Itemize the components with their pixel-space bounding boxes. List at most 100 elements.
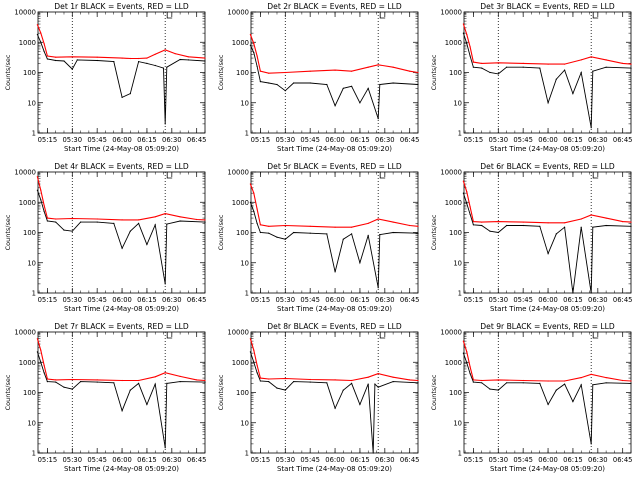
y-axis-label: Counts/sec <box>217 54 225 90</box>
x-tick-label: 06:45 <box>400 296 420 304</box>
events-point <box>276 387 278 389</box>
lld-point <box>392 221 394 223</box>
y-tick-label: 10 <box>453 419 462 427</box>
x-tick-label: 06:00 <box>112 296 132 304</box>
lld-point <box>409 70 411 72</box>
y-tick-label: 10000 <box>440 9 462 17</box>
x-tick-label: 06:30 <box>162 456 182 464</box>
events-series-line <box>249 45 419 119</box>
events-point <box>204 60 206 62</box>
lld-point <box>309 225 311 227</box>
x-tick-label: 06:30 <box>588 136 608 144</box>
events-point <box>46 381 49 383</box>
y-tick-label: 10000 <box>14 169 36 177</box>
events-point <box>605 66 607 68</box>
events-point <box>377 386 379 388</box>
lld-point <box>351 70 353 72</box>
y-tick-label: 100 <box>449 69 462 77</box>
events-point <box>154 64 156 67</box>
x-axis-label: Start Time (24-May-08 05:09:20) <box>277 305 392 313</box>
events-point <box>40 199 42 201</box>
y-tick-label: 10000 <box>227 329 249 337</box>
events-point <box>469 55 471 57</box>
events-point <box>80 221 82 223</box>
lld-point <box>249 183 251 185</box>
lld-point <box>630 221 632 223</box>
x-tick-label: 05:15 <box>38 136 58 144</box>
chart-svg: Det 5r BLACK = Events, RED = LLD 1 10 100 10… <box>217 162 420 313</box>
events-point <box>259 81 261 83</box>
lld-point <box>580 377 582 379</box>
y-tick-label: 1000 <box>445 199 462 207</box>
lld-point <box>417 71 419 74</box>
plot-frame <box>463 331 632 454</box>
events-point <box>129 389 131 391</box>
events-point <box>326 233 328 235</box>
lld-point <box>268 72 270 74</box>
events-point <box>630 382 632 384</box>
events-point <box>592 384 594 386</box>
events-point <box>572 93 574 95</box>
y-tick-label: 10 <box>453 99 462 107</box>
events-point <box>417 83 419 86</box>
events-point <box>276 236 278 238</box>
x-tick-label: 05:15 <box>464 296 484 304</box>
lld-point <box>46 378 49 380</box>
events-point <box>481 67 483 69</box>
lld-point <box>564 63 566 65</box>
lld-point <box>36 176 39 178</box>
events-point <box>392 381 394 383</box>
lld-point <box>590 373 592 375</box>
events-point <box>43 50 45 53</box>
events-point <box>377 287 379 289</box>
chart-title: Det 7r BLACK = Events, RED = LLD <box>54 322 189 331</box>
lld-point <box>71 378 73 381</box>
events-point <box>256 222 258 224</box>
plot-frame <box>37 171 206 294</box>
events-point <box>129 93 131 95</box>
events-point <box>522 382 524 384</box>
x-tick-label: 06:15 <box>350 456 370 464</box>
lld-point <box>40 189 42 191</box>
events-point <box>342 389 344 391</box>
events-point <box>466 362 468 364</box>
y-tick-label: 100 <box>236 69 249 77</box>
events-point <box>129 230 131 232</box>
lld-point <box>417 225 419 227</box>
events-point <box>590 443 592 445</box>
chart-title: Det 6r BLACK = Events, RED = LLD <box>480 162 615 171</box>
lld-point <box>40 32 42 34</box>
events-point <box>96 59 98 62</box>
events-point <box>547 253 549 255</box>
lld-point <box>580 218 582 220</box>
lld-point <box>466 351 468 353</box>
y-tick-label: 1 <box>32 130 36 138</box>
events-point <box>489 230 491 232</box>
events-point <box>293 381 295 383</box>
events-point <box>522 66 524 68</box>
y-tick-label: 100 <box>23 229 36 237</box>
events-point <box>539 382 541 384</box>
events-point <box>497 389 499 391</box>
events-point <box>40 41 42 43</box>
lld-point <box>351 379 353 382</box>
y-tick-label: 1000 <box>232 199 249 207</box>
lld-point <box>547 380 549 382</box>
chart-svg: Det 4r BLACK = Events, RED = LLD 1 10 100 10… <box>4 162 207 313</box>
y-tick-label: 1 <box>32 290 36 298</box>
detector-chart-1: Det 1r BLACK = Events, RED = LLD 1 10 100 10… <box>0 0 213 160</box>
lld-point <box>367 222 369 224</box>
y-tick-label: 10000 <box>14 9 36 17</box>
events-point <box>481 382 483 384</box>
events-point <box>469 373 471 375</box>
x-axis-label: Start Time (24-May-08 05:09:20) <box>490 465 605 473</box>
events-point <box>592 226 594 228</box>
events-point <box>572 401 574 403</box>
lld-point <box>46 217 49 219</box>
lld-point <box>40 349 42 351</box>
events-point <box>555 78 557 80</box>
events-point <box>359 102 361 104</box>
events-point <box>46 220 49 222</box>
x-tick-label: 06:45 <box>187 136 207 144</box>
